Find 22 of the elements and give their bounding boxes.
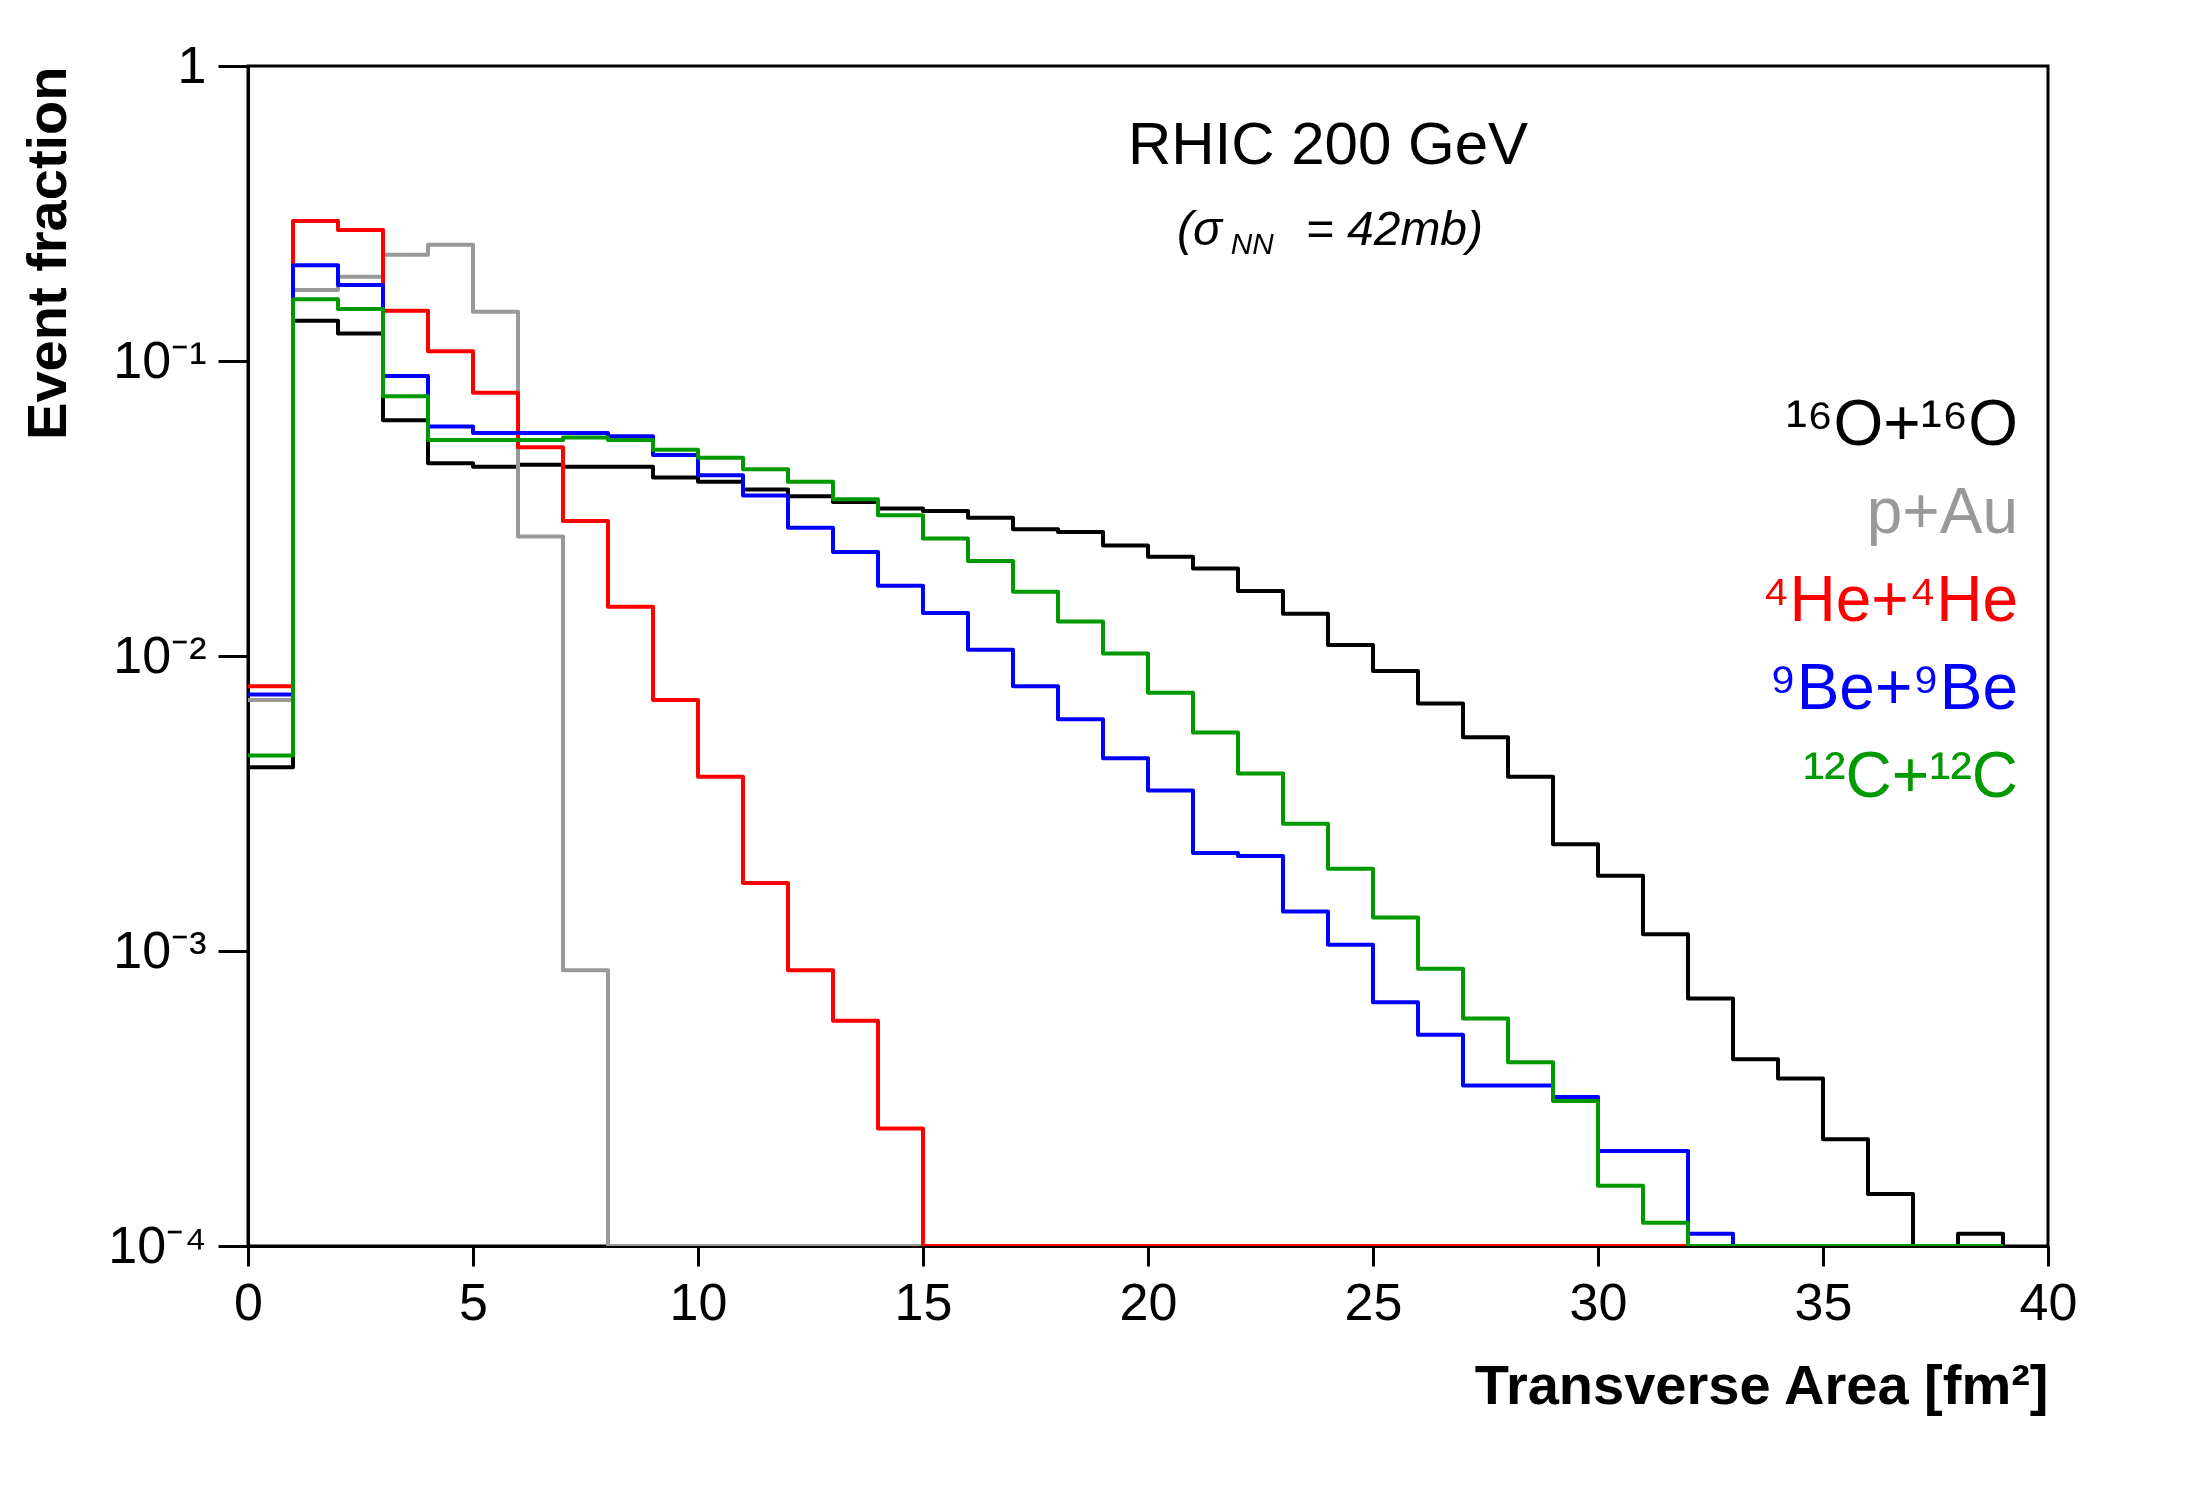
y-tick-label: 10⁻⁴	[108, 1215, 207, 1274]
x-tick-label: 30	[1569, 1272, 1628, 1331]
x-tick-label: 20	[1119, 1272, 1178, 1331]
x-tick-label: 10	[669, 1272, 728, 1331]
text: ⁹Be+⁹Be	[1769, 651, 2018, 723]
y-tick-label: 10⁻¹	[113, 330, 207, 389]
x-tick-label: 5	[459, 1272, 488, 1331]
y-axis-title: Event fraction	[15, 66, 79, 440]
x-tick-label: 40	[2019, 1272, 2078, 1331]
x-tick-label: 0	[234, 1272, 263, 1331]
x-axis-title: Transverse Area [fm²]	[1474, 1352, 2049, 1416]
y-tick-label: 10⁻³	[113, 920, 207, 979]
text: p+Au	[1866, 475, 2018, 547]
y-tick-label: 1	[177, 35, 207, 94]
x-tick-label: 25	[1344, 1272, 1403, 1331]
x-tick-label: 15	[894, 1272, 953, 1331]
text: RHIC 200 GeV	[1127, 110, 1529, 177]
y-tick-label: 10⁻²	[113, 625, 207, 684]
text: ¹⁶O+¹⁶O	[1785, 387, 2018, 459]
x-tick-label: 35	[1794, 1272, 1853, 1331]
text: ⁴He+⁴He	[1762, 563, 2018, 635]
text: ¹²C+¹²C	[1802, 739, 2018, 811]
